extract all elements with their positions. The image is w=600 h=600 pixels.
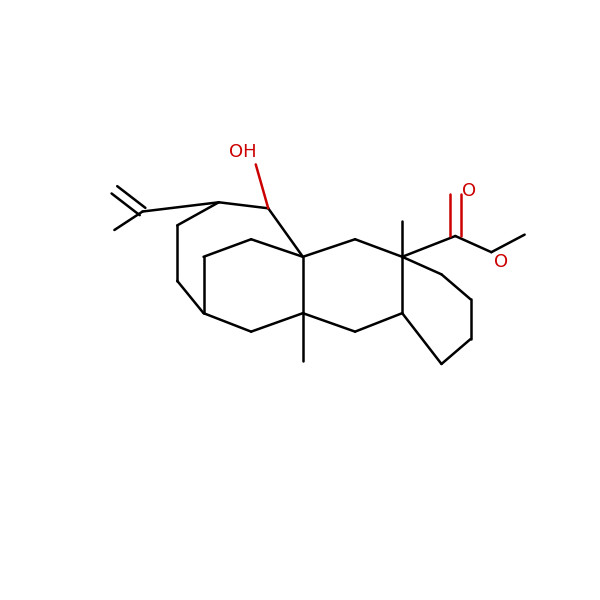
Text: O: O	[494, 253, 508, 271]
Text: OH: OH	[229, 143, 257, 161]
Text: O: O	[462, 182, 476, 200]
